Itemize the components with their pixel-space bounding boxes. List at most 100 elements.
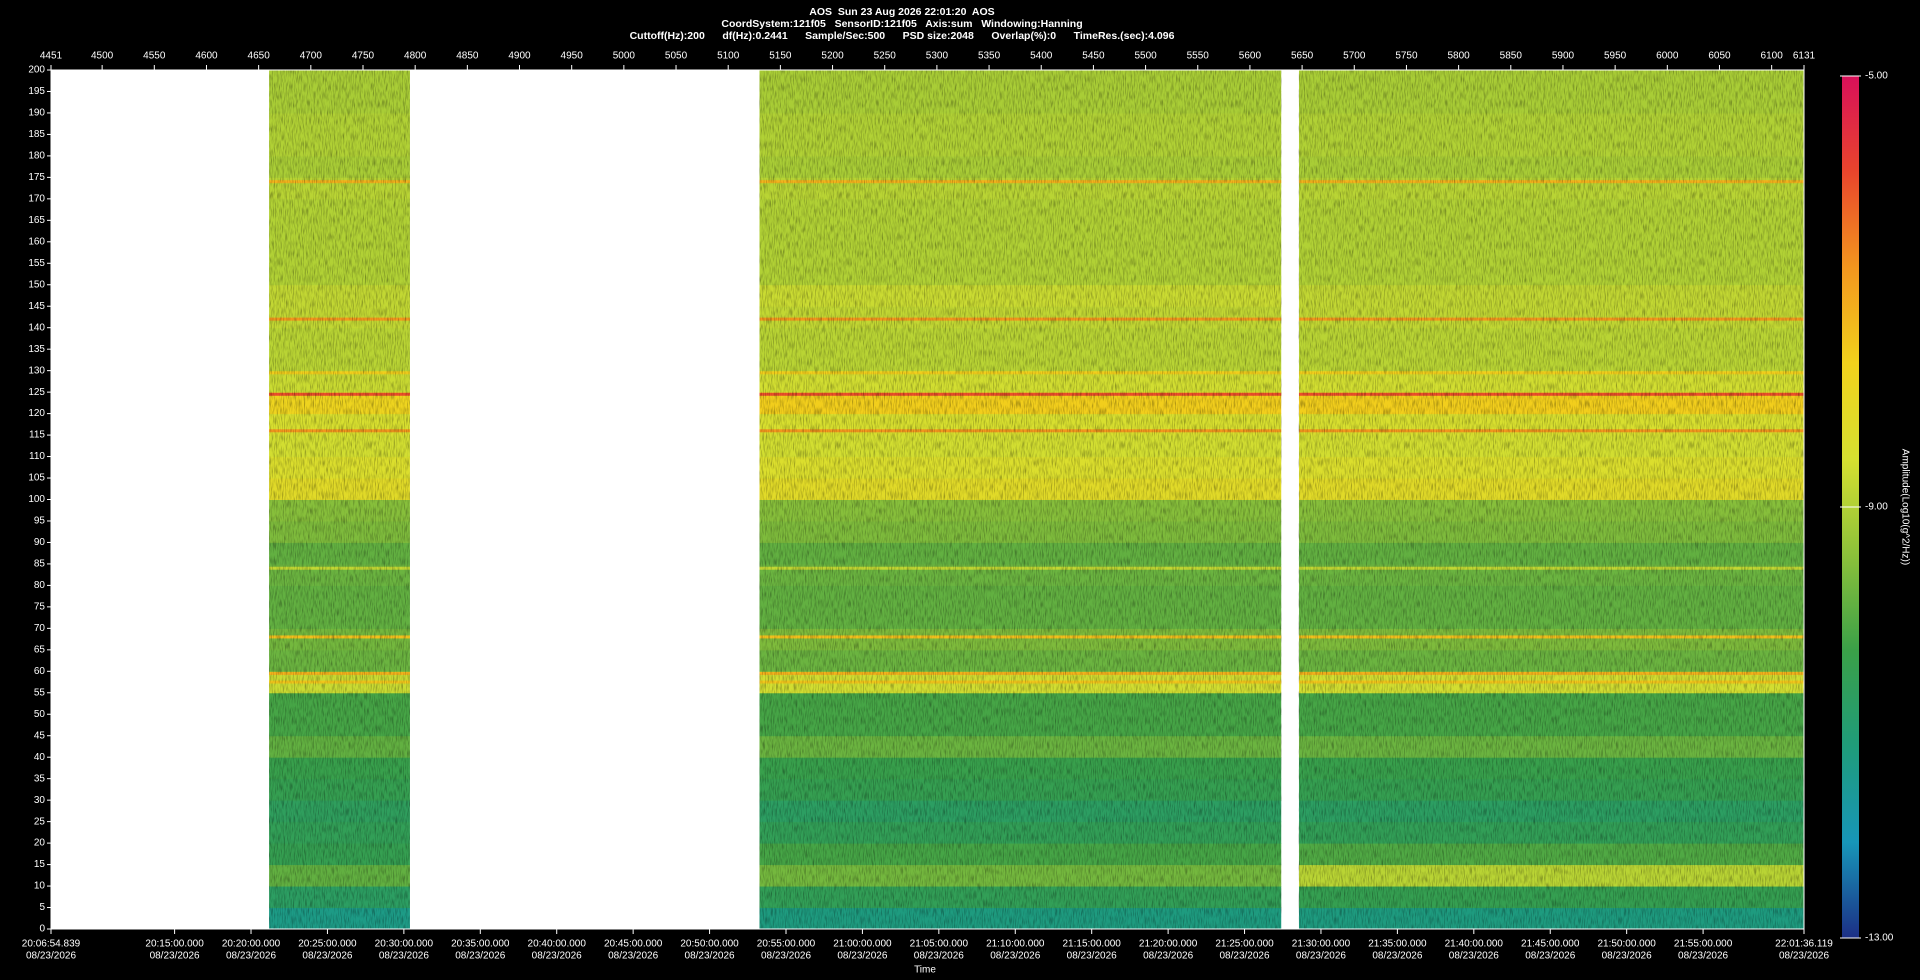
x-tick-label: 4700 bbox=[300, 51, 323, 62]
x-tick-label: 5550 bbox=[1187, 51, 1210, 62]
x2-tick-date: 08/23/2026 bbox=[1449, 951, 1499, 962]
y-tick-label: 175 bbox=[28, 172, 45, 183]
x2-tick-date: 08/23/2026 bbox=[685, 951, 735, 962]
x2-tick-date: 08/23/2026 bbox=[1602, 951, 1652, 962]
y-tick-label: 135 bbox=[28, 344, 45, 355]
x-tick-label: 5850 bbox=[1500, 51, 1523, 62]
chart-title: AOS Sun 23 Aug 2026 22:01:20 AOS bbox=[809, 6, 994, 18]
chart-subtitle: Cuttoff(Hz):200 df(Hz):0.2441 Sample/Sec… bbox=[630, 30, 1175, 42]
y-tick-label: 70 bbox=[34, 623, 46, 634]
x2-tick-label: 20:06:54.839 bbox=[22, 939, 81, 950]
y-tick-label: 60 bbox=[34, 666, 46, 677]
x2-tick-date: 08/23/2026 bbox=[379, 951, 429, 962]
y-tick-label: 195 bbox=[28, 86, 45, 97]
x-tick-label: 5150 bbox=[769, 51, 792, 62]
y-tick-label: 130 bbox=[28, 365, 45, 376]
y-tick-label: 145 bbox=[28, 301, 45, 312]
x2-tick-date: 08/23/2026 bbox=[302, 951, 352, 962]
y-tick-label: 30 bbox=[34, 795, 46, 806]
x-tick-label: 5500 bbox=[1134, 51, 1157, 62]
x-tick-label: 5450 bbox=[1082, 51, 1105, 62]
x-tick-label: 5350 bbox=[978, 51, 1001, 62]
x-tick-label: 4650 bbox=[248, 51, 271, 62]
x-axis-label: Time bbox=[914, 965, 936, 976]
y-tick-label: 180 bbox=[28, 151, 45, 162]
x2-tick-label: 22:01:36.119 bbox=[1775, 939, 1833, 950]
y-tick-label: 20 bbox=[34, 838, 46, 849]
colorbar-tick-label: -5.00 bbox=[1865, 71, 1888, 82]
x2-tick-label: 21:10:00.000 bbox=[986, 939, 1045, 950]
noise-texture bbox=[269, 70, 410, 929]
y-tick-label: 170 bbox=[28, 193, 45, 204]
x-tick-label: 5400 bbox=[1030, 51, 1053, 62]
x-tick-label: 5900 bbox=[1552, 51, 1575, 62]
x-tick-label: 5200 bbox=[821, 51, 844, 62]
x2-tick-date: 08/23/2026 bbox=[914, 951, 964, 962]
x2-tick-date: 08/23/2026 bbox=[990, 951, 1040, 962]
x2-tick-label: 21:20:00.000 bbox=[1139, 939, 1198, 950]
x2-tick-date: 08/23/2026 bbox=[1067, 951, 1117, 962]
y-tick-label: 95 bbox=[34, 516, 46, 527]
y-tick-label: 65 bbox=[34, 644, 46, 655]
y-tick-label: 40 bbox=[34, 752, 46, 763]
x2-tick-date: 08/23/2026 bbox=[837, 951, 887, 962]
x-tick-label: 5750 bbox=[1395, 51, 1418, 62]
x-tick-label: 4900 bbox=[508, 51, 531, 62]
x2-tick-label: 21:40:00.000 bbox=[1445, 939, 1504, 950]
x2-tick-date: 08/23/2026 bbox=[532, 951, 582, 962]
x-tick-label: 4850 bbox=[456, 51, 479, 62]
y-tick-label: 165 bbox=[28, 215, 45, 226]
y-tick-label: 35 bbox=[34, 773, 46, 784]
y-tick-label: 110 bbox=[29, 451, 45, 462]
x2-tick-label: 20:50:00.000 bbox=[680, 939, 739, 950]
x-tick-label: 4800 bbox=[404, 51, 427, 62]
x-tick-label: 5250 bbox=[874, 51, 897, 62]
x2-tick-date: 08/23/2026 bbox=[26, 951, 76, 962]
y-tick-label: 0 bbox=[39, 924, 45, 935]
y-tick-label: 15 bbox=[34, 859, 46, 870]
y-tick-label: 80 bbox=[34, 580, 46, 591]
y-tick-label: 75 bbox=[34, 602, 46, 613]
colorbar-tick-label: -9.00 bbox=[1865, 502, 1888, 513]
x2-tick-date: 08/23/2026 bbox=[1143, 951, 1193, 962]
x2-tick-label: 21:55:00.000 bbox=[1674, 939, 1733, 950]
x-tick-label: 5600 bbox=[1239, 51, 1262, 62]
x2-tick-label: 21:35:00.000 bbox=[1368, 939, 1427, 950]
x-tick-label: 5800 bbox=[1447, 51, 1470, 62]
x2-tick-label: 20:15:00.000 bbox=[145, 939, 204, 950]
y-tick-label: 125 bbox=[28, 387, 45, 398]
x2-tick-date: 08/23/2026 bbox=[226, 951, 276, 962]
y-tick-label: 155 bbox=[28, 258, 45, 269]
x-tick-label: 5000 bbox=[613, 51, 636, 62]
y-tick-label: 50 bbox=[34, 709, 46, 720]
x2-tick-label: 21:00:00.000 bbox=[833, 939, 892, 950]
x-tick-label: 6100 bbox=[1761, 51, 1784, 62]
y-tick-label: 115 bbox=[29, 430, 45, 441]
x2-tick-label: 20:40:00.000 bbox=[528, 939, 587, 950]
y-tick-label: 90 bbox=[34, 537, 46, 548]
y-tick-label: 190 bbox=[28, 108, 45, 119]
x-tick-label: 4750 bbox=[352, 51, 375, 62]
x2-tick-date: 08/23/2026 bbox=[150, 951, 200, 962]
x-tick-label: 6131 bbox=[1793, 51, 1816, 62]
colorbar-label: Amplitude(Log10(g^2/Hz)) bbox=[1899, 449, 1910, 565]
x-tick-label: 4451 bbox=[40, 51, 63, 62]
x-tick-label: 5050 bbox=[665, 51, 688, 62]
y-tick-label: 185 bbox=[28, 129, 45, 140]
x-tick-label: 6050 bbox=[1708, 51, 1731, 62]
x2-tick-label: 20:20:00.000 bbox=[222, 939, 281, 950]
y-tick-label: 5 bbox=[39, 902, 45, 913]
y-tick-label: 10 bbox=[34, 881, 46, 892]
x-tick-label: 5650 bbox=[1291, 51, 1314, 62]
x-tick-label: 5100 bbox=[717, 51, 740, 62]
x2-tick-label: 21:05:00.000 bbox=[910, 939, 969, 950]
x-tick-label: 5950 bbox=[1604, 51, 1627, 62]
x-tick-label: 4600 bbox=[195, 51, 218, 62]
x2-tick-date: 08/23/2026 bbox=[608, 951, 658, 962]
y-tick-label: 45 bbox=[34, 730, 46, 741]
x-tick-label: 6000 bbox=[1656, 51, 1679, 62]
x2-tick-label: 20:55:00.000 bbox=[757, 939, 816, 950]
x2-tick-label: 21:30:00.000 bbox=[1292, 939, 1351, 950]
y-tick-label: 105 bbox=[28, 473, 45, 484]
